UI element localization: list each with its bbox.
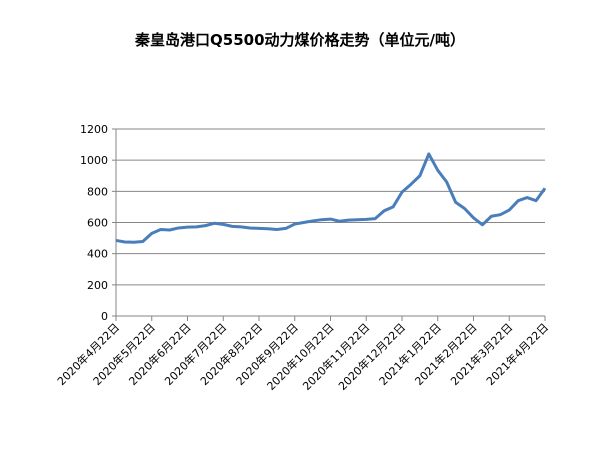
x-tick-label: 2021年1月22日 (376, 320, 444, 388)
x-tick-label: 2020年7月22日 (161, 320, 229, 388)
y-tick-label: 0 (101, 310, 108, 323)
x-tick-label: 2021年4月22日 (483, 320, 551, 388)
x-tick-label: 2021年2月22日 (412, 320, 480, 388)
chart-title: 秦皇岛港口Q5500动力煤价格走势（单位元/吨） (134, 31, 465, 49)
y-tick-label: 800 (87, 185, 108, 198)
x-tick-label: 2020年6月22日 (126, 320, 194, 388)
y-tick-label: 1200 (80, 123, 108, 136)
y-tick-label: 200 (87, 279, 108, 292)
x-tick-label: 2020年12月22日 (335, 320, 408, 393)
x-tick-label: 2020年5月22日 (90, 320, 158, 388)
x-tick-label: 2020年9月22日 (233, 320, 301, 388)
x-tick-label: 2020年10月22日 (264, 320, 337, 393)
y-tick-label: 600 (87, 217, 108, 230)
y-tick-label: 400 (87, 248, 108, 261)
y-tick-label: 1000 (80, 154, 108, 167)
x-tick-label: 2020年11月22日 (300, 320, 373, 393)
x-tick-label: 2020年8月22日 (197, 320, 265, 388)
x-tick-label: 2020年4月22日 (54, 320, 122, 388)
x-tick-label: 2021年3月22日 (447, 320, 515, 388)
series-line (115, 152, 547, 244)
